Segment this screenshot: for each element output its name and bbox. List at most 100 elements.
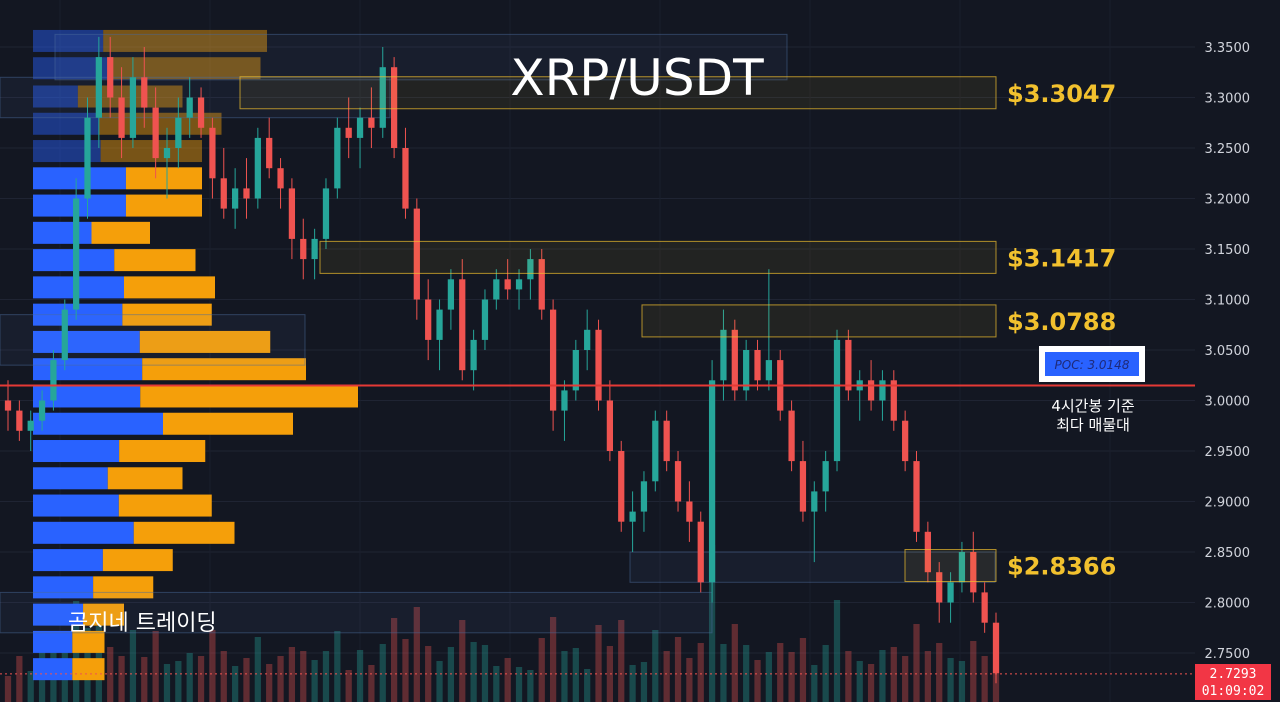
volume-bar <box>777 643 784 702</box>
candle-body <box>981 592 988 623</box>
vp-buy-bar <box>33 85 78 108</box>
volume-bar <box>538 638 545 702</box>
volume-bar <box>799 638 807 702</box>
volume-bar <box>572 648 579 702</box>
candle-body <box>152 107 159 159</box>
vp-buy-bar <box>33 521 134 544</box>
volume-bar <box>947 658 954 702</box>
volume-bar <box>845 651 852 702</box>
candle-body <box>163 148 171 159</box>
vp-sell-bar <box>72 630 105 653</box>
volume-bar <box>890 647 897 702</box>
candle-body <box>311 238 318 260</box>
vp-sell-bar <box>163 412 293 435</box>
volume-bar <box>152 631 159 702</box>
vp-buy-bar <box>33 630 73 653</box>
candle-body <box>992 622 1000 674</box>
candle-body <box>924 531 931 573</box>
candle-body <box>50 360 57 401</box>
candle-body <box>561 390 568 411</box>
level-label: $3.3047 <box>1007 80 1116 108</box>
y-tick-label: 2.8500 <box>1205 546 1251 561</box>
candle-body <box>300 238 307 260</box>
candle-body <box>277 168 284 189</box>
vp-sell-bar <box>72 658 105 681</box>
volume-bar <box>220 651 227 702</box>
volume-bar <box>493 666 500 702</box>
candle-body <box>402 148 409 209</box>
volume-bar <box>27 671 34 702</box>
volume-bar <box>368 665 375 702</box>
vp-sell-bar <box>100 140 202 163</box>
vp-buy-bar <box>33 29 104 52</box>
poc-note-line2: 최다 매물대 <box>1056 416 1130 434</box>
volume-bar <box>243 658 250 702</box>
y-tick-label: 3.3000 <box>1205 92 1251 107</box>
level-box <box>319 240 997 274</box>
candle-body <box>141 77 148 108</box>
candle-body <box>754 350 761 381</box>
level-boxes: $3.3047 $3.1417 $3.0788 $2.8366 <box>239 76 1116 583</box>
vp-sell-bar <box>118 494 212 517</box>
candle-body <box>686 501 693 522</box>
vp-sell-bar <box>83 603 124 626</box>
volume-bar <box>640 662 648 702</box>
candle-body <box>493 279 500 300</box>
volume-bar <box>867 664 875 702</box>
candle-body <box>379 67 386 128</box>
volume-bar <box>674 637 682 702</box>
candle-body <box>425 299 432 340</box>
volume-bar <box>754 660 761 702</box>
candle-body <box>527 259 534 280</box>
candle-body <box>958 552 966 583</box>
volume-bar <box>788 652 795 702</box>
vp-buy-bar <box>33 167 126 190</box>
y-tick-label: 2.8000 <box>1205 597 1251 612</box>
y-tick-label: 3.2500 <box>1205 142 1251 157</box>
volume-bar <box>652 630 659 702</box>
vp-sell-bar <box>102 549 173 572</box>
candle-body <box>902 420 909 462</box>
chart-title: XRP/USDT <box>510 49 764 107</box>
candle-body <box>436 309 443 340</box>
zone-box <box>0 76 391 119</box>
candle-body <box>515 279 523 290</box>
volume-bar <box>958 661 966 702</box>
candle-body <box>186 97 193 118</box>
candle-body <box>867 380 875 401</box>
volume-bar <box>402 639 409 702</box>
volume-bar <box>209 630 216 702</box>
vp-buy-bar <box>33 358 143 381</box>
level-label: $3.1417 <box>1007 244 1116 272</box>
candle-body <box>743 350 750 391</box>
candle-body <box>232 188 239 209</box>
vp-sell-bar <box>125 194 202 217</box>
vp-sell-bar <box>91 221 150 244</box>
vp-buy-bar <box>33 112 99 135</box>
vp-buy-bar <box>33 603 84 626</box>
last-price-countdown: 01:09:02 <box>1202 684 1265 699</box>
candle-body <box>447 279 455 310</box>
candle-body <box>254 137 261 199</box>
y-tick-label: 2.7500 <box>1205 647 1251 662</box>
volume-bar <box>879 650 886 702</box>
candle-body <box>38 400 46 421</box>
y-tick-label: 3.0500 <box>1205 344 1251 359</box>
volume-bar <box>4 676 12 702</box>
vp-buy-bar <box>33 221 92 244</box>
candle-body <box>584 329 591 350</box>
candle-body <box>947 582 954 603</box>
candle-body <box>197 97 205 128</box>
volume-bar <box>970 641 977 702</box>
volume-bar <box>266 664 273 702</box>
volume-bar <box>186 653 193 702</box>
volume-bar <box>561 651 568 702</box>
volume-bar <box>175 661 182 702</box>
candle-body <box>663 420 670 462</box>
candle-body <box>481 299 489 340</box>
candle-body <box>322 188 330 239</box>
candle-body <box>288 188 296 239</box>
candle-body <box>470 339 477 371</box>
poc-badge: POC: 3.0148 <box>1039 346 1145 382</box>
